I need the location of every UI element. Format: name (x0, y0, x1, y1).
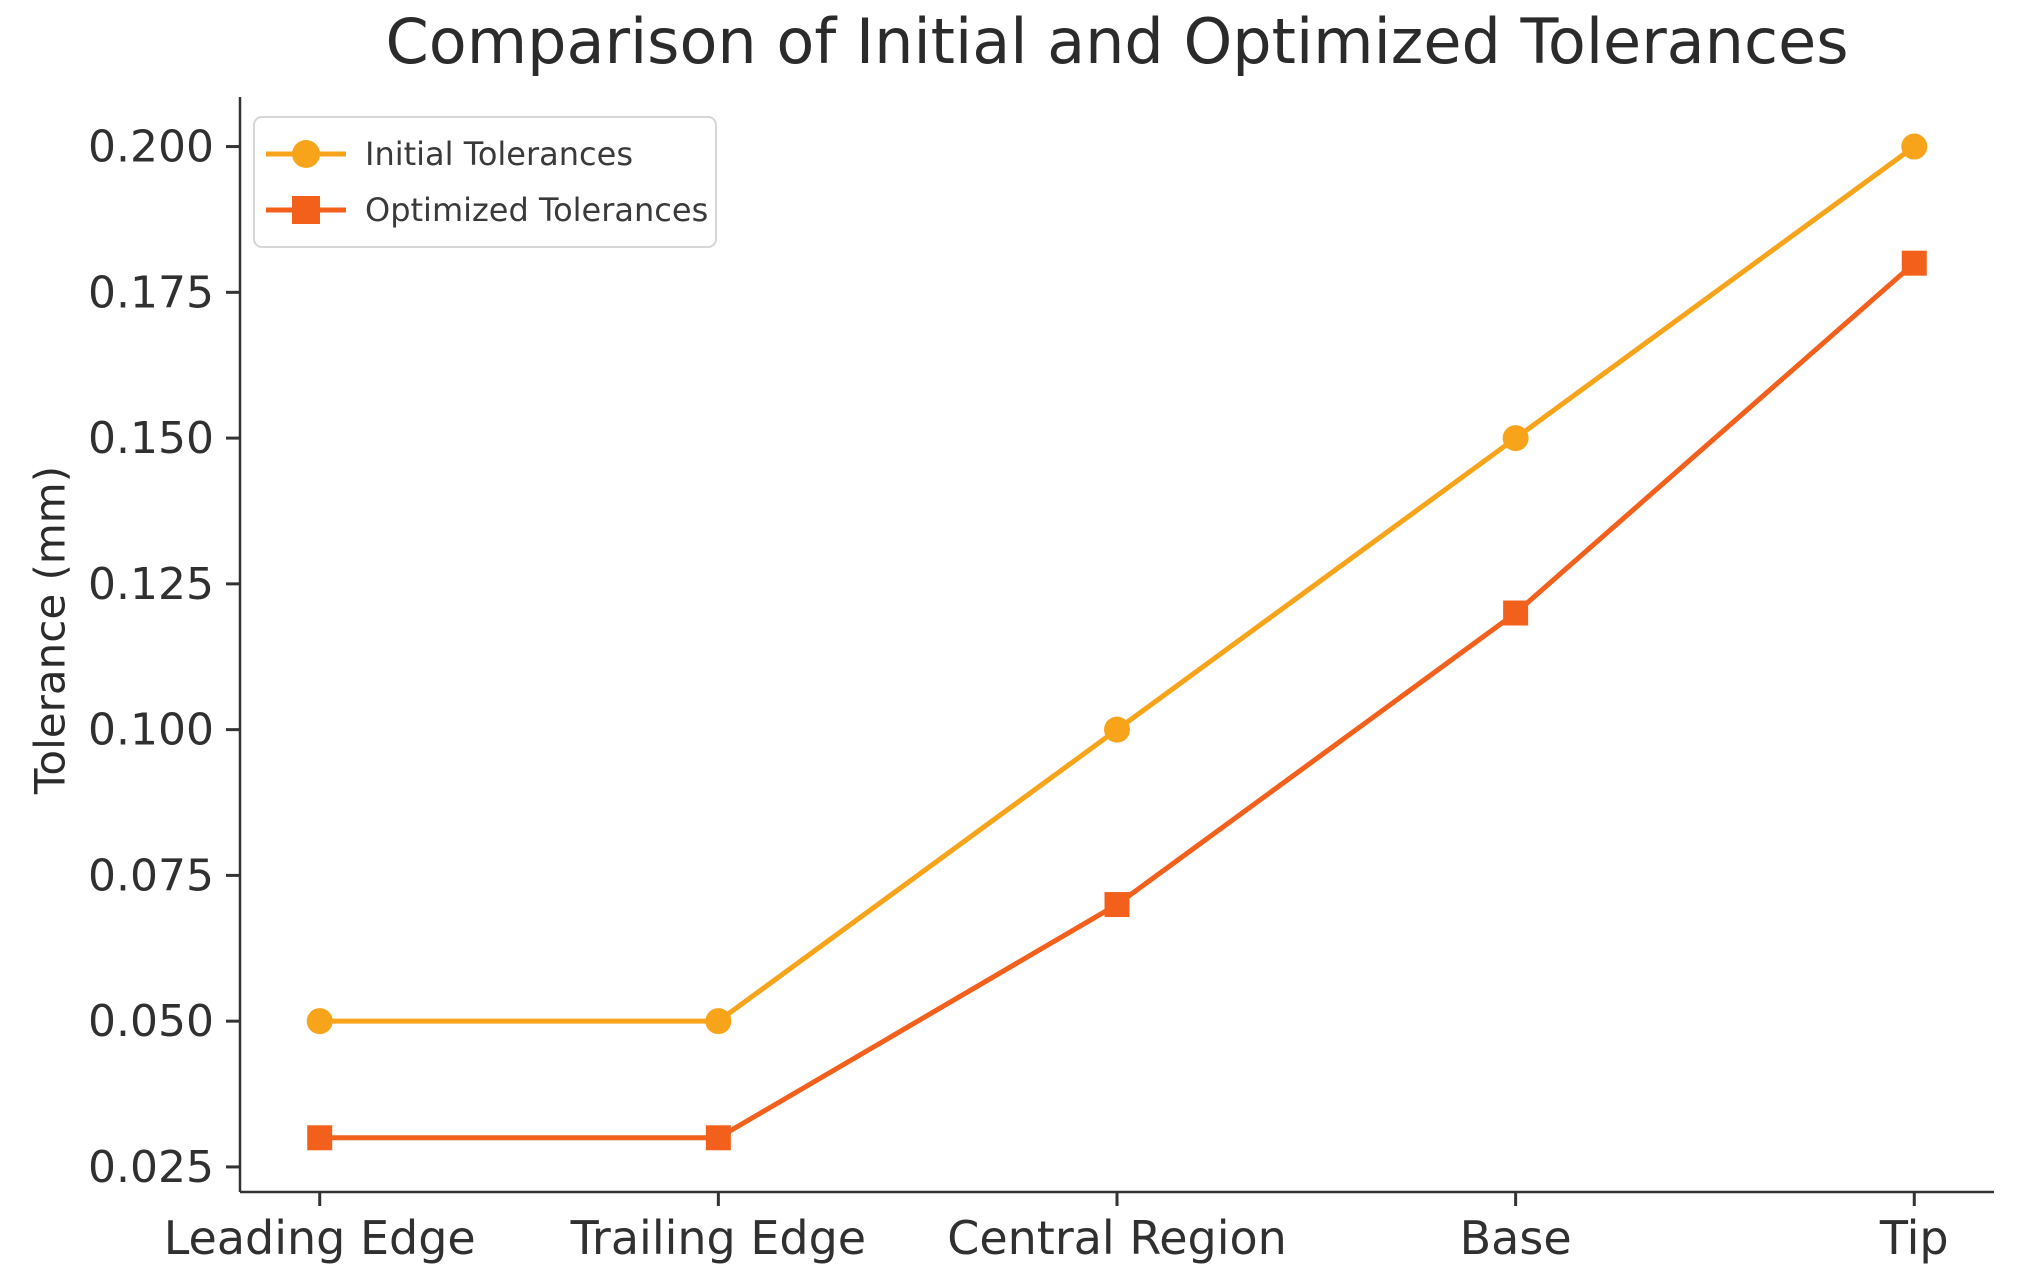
series-line-optimized-tolerances (319, 261, 1916, 1141)
data-point-initial-tolerances (306, 1008, 333, 1035)
data-point-optimized-tolerances (1104, 892, 1130, 918)
y-tick-label: 0.200 (88, 122, 214, 173)
x-tick-label: Trailing Edge (570, 1211, 867, 1265)
x-tick-label: Central Region (947, 1211, 1287, 1265)
data-point-optimized-tolerances (1503, 600, 1529, 626)
legend-label-initial-tolerances: Initial Tolerances (365, 135, 633, 174)
data-point-initial-tolerances (705, 1008, 732, 1035)
y-tick-label: 0.125 (88, 559, 214, 610)
y-tick-label: 0.025 (88, 1142, 214, 1193)
data-point-optimized-tolerances (1901, 250, 1927, 276)
x-tick-label: Tip (1879, 1211, 1949, 1265)
legend: Initial Tolerances Optimized Tolerances (253, 116, 717, 248)
x-tick-label: Leading Edge (164, 1211, 476, 1265)
legend-item-initial-tolerances: Initial Tolerances (263, 135, 715, 173)
legend-item-optimized-tolerances: Optimized Tolerances (263, 191, 715, 229)
y-tick-label: 0.100 (88, 705, 214, 756)
y-tick-label: 0.050 (88, 996, 214, 1047)
legend-sample-marker (292, 140, 320, 169)
data-point-optimized-tolerances (705, 1125, 731, 1151)
legend-marker-optimized-tolerances (266, 195, 346, 224)
x-tick-label: Base (1460, 1211, 1572, 1265)
legend-sample-marker (292, 195, 320, 224)
series-line-initial-tolerances (319, 144, 1916, 1024)
chart-title: Comparison of Initial and Optimized Tole… (385, 5, 1849, 78)
data-point-optimized-tolerances (307, 1125, 333, 1151)
legend-label-optimized-tolerances: Optimized Tolerances (365, 190, 709, 229)
data-point-initial-tolerances (1901, 133, 1928, 160)
legend-marker-initial-tolerances (266, 140, 346, 169)
y-tick-label: 0.175 (88, 267, 214, 318)
y-tick-label: 0.150 (88, 413, 214, 464)
y-tick-label: 0.075 (88, 850, 214, 901)
data-point-initial-tolerances (1104, 716, 1130, 743)
data-point-initial-tolerances (1502, 425, 1529, 452)
